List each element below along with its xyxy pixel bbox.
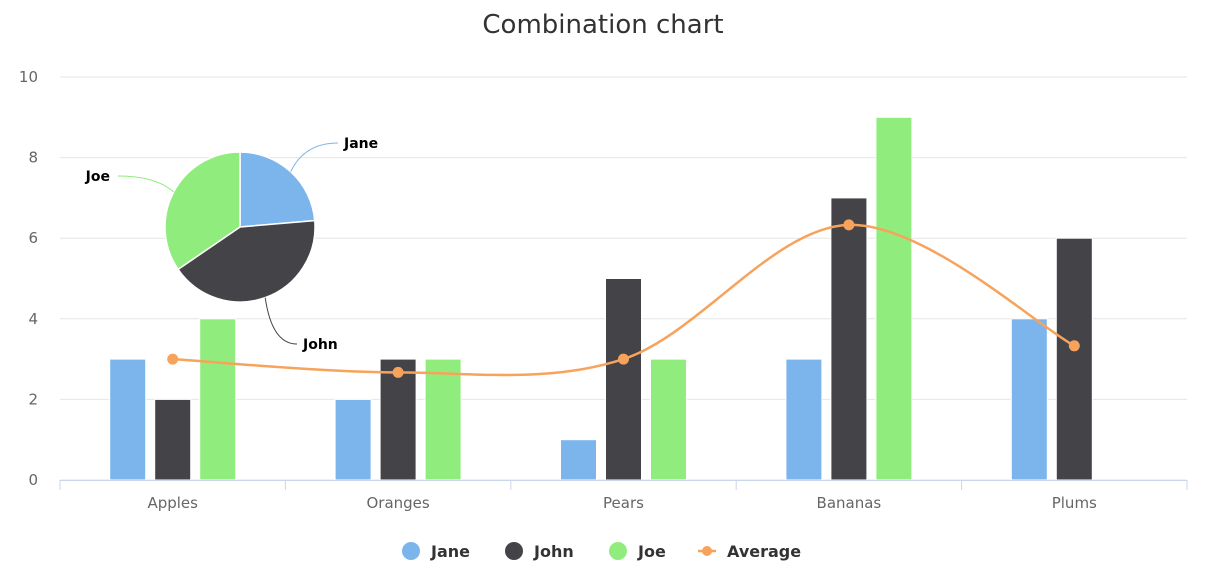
average-point[interactable] [1068, 340, 1080, 352]
legend-circle-symbol [402, 542, 420, 560]
bar-john[interactable] [830, 197, 868, 481]
bar-john[interactable] [154, 398, 192, 481]
pie-label-john: John [302, 337, 338, 353]
y-tick-label: 10 [19, 68, 38, 86]
bar-jane[interactable] [334, 398, 372, 481]
x-tick-label: Plums [1052, 494, 1097, 512]
average-point[interactable] [392, 366, 404, 378]
x-tick-label: Oranges [366, 494, 429, 512]
bars [109, 116, 1093, 481]
x-tick-label: Apples [147, 494, 198, 512]
legend-label: John [533, 542, 574, 561]
average-point[interactable] [618, 353, 629, 365]
x-tick-label: Bananas [817, 494, 882, 512]
y-tick-label: 8 [28, 149, 38, 167]
bar-john[interactable] [605, 278, 642, 481]
legend-label: Jane [430, 542, 470, 561]
y-tick-label: 0 [28, 471, 38, 489]
pie-connector [264, 297, 298, 345]
bar-joe[interactable] [875, 116, 913, 481]
y-tick-label: 6 [28, 229, 38, 247]
pie-slice-joe[interactable] [164, 151, 241, 271]
legend-item-average[interactable]: Average [698, 542, 801, 561]
legend-item-john[interactable]: John [505, 542, 574, 561]
pie-connector [290, 142, 339, 172]
bar-joe[interactable] [199, 318, 237, 481]
legend-label: Average [727, 542, 801, 561]
average-point[interactable] [843, 219, 855, 231]
pie-connector [117, 175, 175, 193]
average-line [167, 219, 1080, 378]
bar-joe[interactable] [650, 358, 687, 481]
legend-circle-symbol [609, 542, 627, 560]
bar-john[interactable] [379, 358, 417, 481]
chart-title: Combination chart [482, 10, 723, 40]
legend-circle-symbol [505, 542, 523, 560]
pie-label-joe: Joe [85, 169, 110, 185]
pie-label-jane: Jane [343, 136, 378, 152]
bar-joe[interactable] [424, 358, 462, 481]
bar-john[interactable] [1055, 237, 1093, 481]
legend-item-joe[interactable]: Joe [609, 542, 666, 561]
bar-jane[interactable] [785, 358, 823, 481]
legend-marker-symbol [702, 546, 712, 556]
y-tick-label: 2 [28, 390, 38, 408]
x-axis: Apples Oranges Pears Bananas Plums [59, 480, 1188, 512]
bar-jane[interactable] [109, 358, 147, 481]
pie-slice-jane[interactable] [239, 151, 316, 228]
bar-jane[interactable] [560, 439, 597, 481]
pie-slice-john[interactable] [177, 219, 316, 303]
average-point[interactable] [167, 353, 179, 365]
y-tick-label: 4 [28, 310, 38, 328]
x-tick-label: Pears [603, 494, 644, 512]
pie-chart: Jane John Joe [85, 136, 378, 353]
legend[interactable]: Jane John Joe Average [402, 542, 801, 561]
legend-label: Joe [637, 542, 666, 561]
legend-item-jane[interactable]: Jane [402, 542, 470, 561]
bar-jane[interactable] [1010, 318, 1048, 481]
